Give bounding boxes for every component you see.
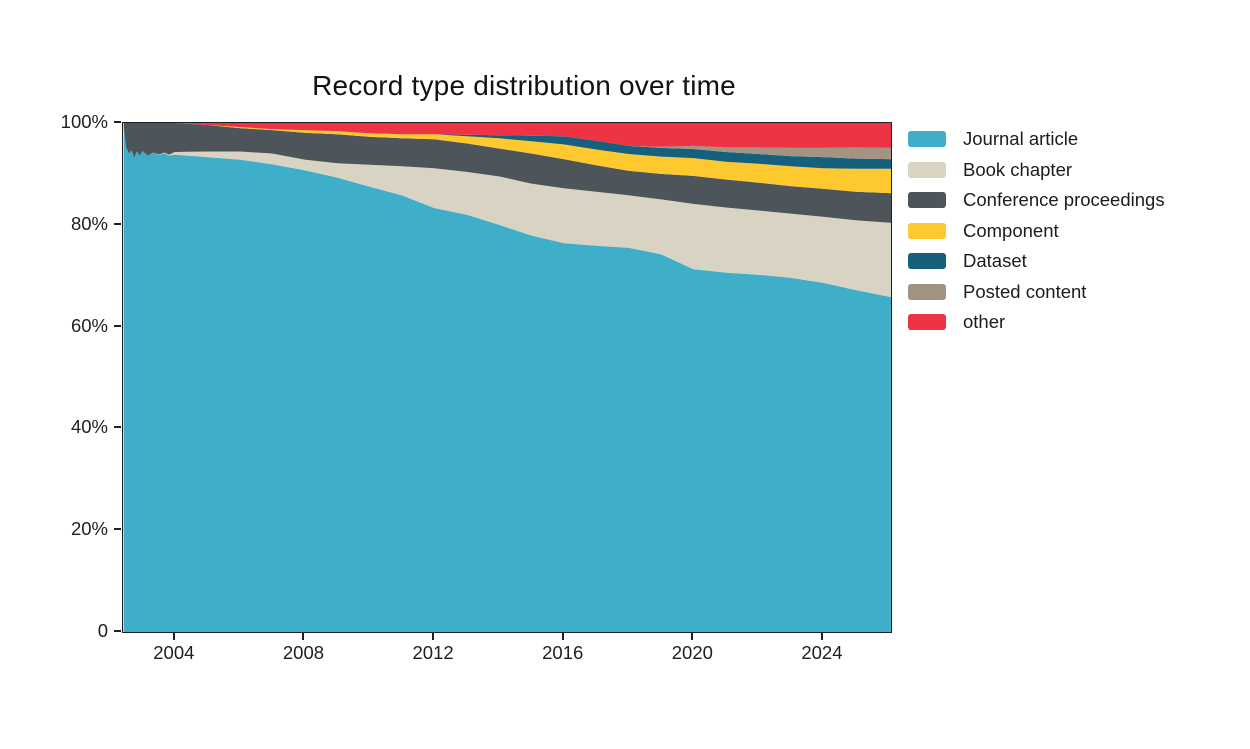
legend-item-component: Component bbox=[908, 220, 1165, 242]
x-tick-label: 2004 bbox=[153, 642, 195, 663]
legend: Journal article Book chapter Conference pr… bbox=[908, 128, 1165, 342]
y-tick-label: 80% bbox=[70, 212, 108, 234]
y-tick-mark bbox=[114, 426, 121, 429]
y-tick-label: 0 bbox=[97, 620, 108, 641]
area-conference-proceedings bbox=[123, 123, 891, 223]
x-tick-label: 2008 bbox=[282, 642, 325, 663]
x-tick-mark bbox=[820, 633, 823, 640]
legend-item-book-chapter: Book chapter bbox=[908, 159, 1165, 181]
y-tick-mark bbox=[114, 528, 121, 531]
legend-item-other: other bbox=[908, 311, 1165, 333]
y-tick-mark bbox=[114, 121, 121, 123]
legend-item-dataset: Dataset bbox=[908, 250, 1165, 272]
legend-label: Book chapter bbox=[963, 158, 1073, 180]
x-tick-label: 2020 bbox=[671, 642, 713, 663]
legend-swatch-posted-content bbox=[908, 283, 946, 300]
legend-swatch-book-chapter bbox=[908, 161, 946, 178]
area-other bbox=[123, 123, 891, 148]
area-dataset bbox=[123, 123, 891, 169]
legend-label: Posted content bbox=[963, 280, 1087, 302]
y-tick-label: 60% bbox=[70, 314, 108, 336]
legend-label: other bbox=[963, 311, 1006, 332]
area-posted-content bbox=[123, 123, 891, 160]
y-tick-label: 100% bbox=[60, 111, 108, 132]
area-component bbox=[123, 123, 891, 194]
y-tick-mark bbox=[114, 630, 121, 632]
legend-label: Conference proceedings bbox=[963, 189, 1165, 210]
plot-area bbox=[122, 122, 892, 633]
legend-item-conference-proceedings: Conference proceedings bbox=[908, 189, 1165, 211]
legend-label: Dataset bbox=[963, 250, 1027, 271]
chart-title: Record type distribution over time bbox=[312, 70, 736, 101]
legend-item-journal-article: Journal article bbox=[908, 128, 1165, 150]
legend-swatch-component bbox=[908, 222, 946, 239]
y-tick-label: 20% bbox=[70, 518, 108, 540]
y-tick-mark bbox=[114, 324, 121, 327]
legend-swatch-other bbox=[908, 314, 946, 330]
x-tick-mark bbox=[432, 633, 435, 640]
stacked-area-plot bbox=[123, 123, 891, 632]
legend-label: Component bbox=[963, 219, 1059, 241]
x-tick-label: 2016 bbox=[542, 642, 584, 663]
y-tick-label: 40% bbox=[70, 416, 108, 438]
legend-swatch-dataset bbox=[908, 253, 946, 269]
legend-swatch-journal-article bbox=[908, 131, 946, 147]
legend-swatch-conference-proceedings bbox=[908, 192, 946, 208]
legend-label: Journal article bbox=[963, 128, 1079, 149]
x-tick-mark bbox=[302, 633, 305, 640]
area-book-chapter bbox=[123, 125, 891, 298]
x-tick-mark bbox=[172, 633, 175, 640]
x-tick-mark bbox=[691, 633, 694, 640]
x-tick-label: 2012 bbox=[412, 642, 454, 663]
legend-item-posted-content: Posted content bbox=[908, 281, 1165, 303]
y-tick-mark bbox=[114, 222, 121, 225]
x-tick-label: 2024 bbox=[801, 642, 843, 663]
x-tick-mark bbox=[561, 633, 564, 640]
area-journal-article bbox=[123, 125, 891, 632]
